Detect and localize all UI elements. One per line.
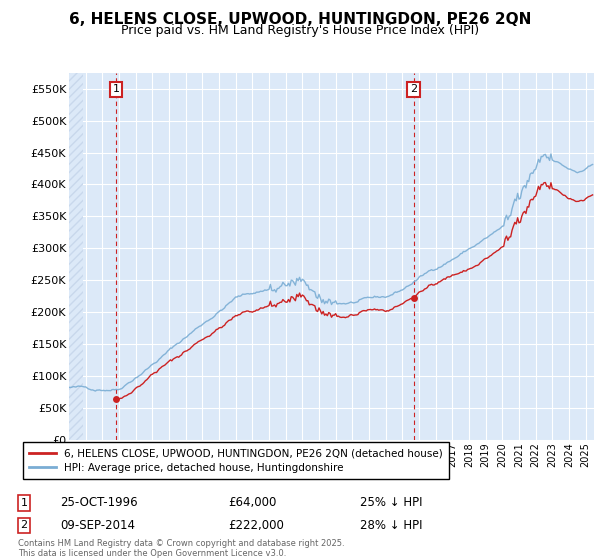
Bar [69,73,83,440]
Text: 1: 1 [20,498,28,508]
Text: Contains HM Land Registry data © Crown copyright and database right 2025.
This d: Contains HM Land Registry data © Crown c… [18,539,344,558]
Text: 1: 1 [112,85,119,94]
Text: 25% ↓ HPI: 25% ↓ HPI [360,496,422,510]
Text: 2: 2 [20,520,28,530]
Text: 6, HELENS CLOSE, UPWOOD, HUNTINGDON, PE26 2QN: 6, HELENS CLOSE, UPWOOD, HUNTINGDON, PE2… [69,12,531,27]
Text: 2: 2 [410,85,418,94]
Text: £64,000: £64,000 [228,496,277,510]
Text: £222,000: £222,000 [228,519,284,532]
Text: 28% ↓ HPI: 28% ↓ HPI [360,519,422,532]
Text: Price paid vs. HM Land Registry's House Price Index (HPI): Price paid vs. HM Land Registry's House … [121,24,479,36]
Text: 09-SEP-2014: 09-SEP-2014 [60,519,135,532]
Text: 25-OCT-1996: 25-OCT-1996 [60,496,137,510]
Legend: 6, HELENS CLOSE, UPWOOD, HUNTINGDON, PE26 2QN (detached house), HPI: Average pri: 6, HELENS CLOSE, UPWOOD, HUNTINGDON, PE2… [23,442,449,479]
